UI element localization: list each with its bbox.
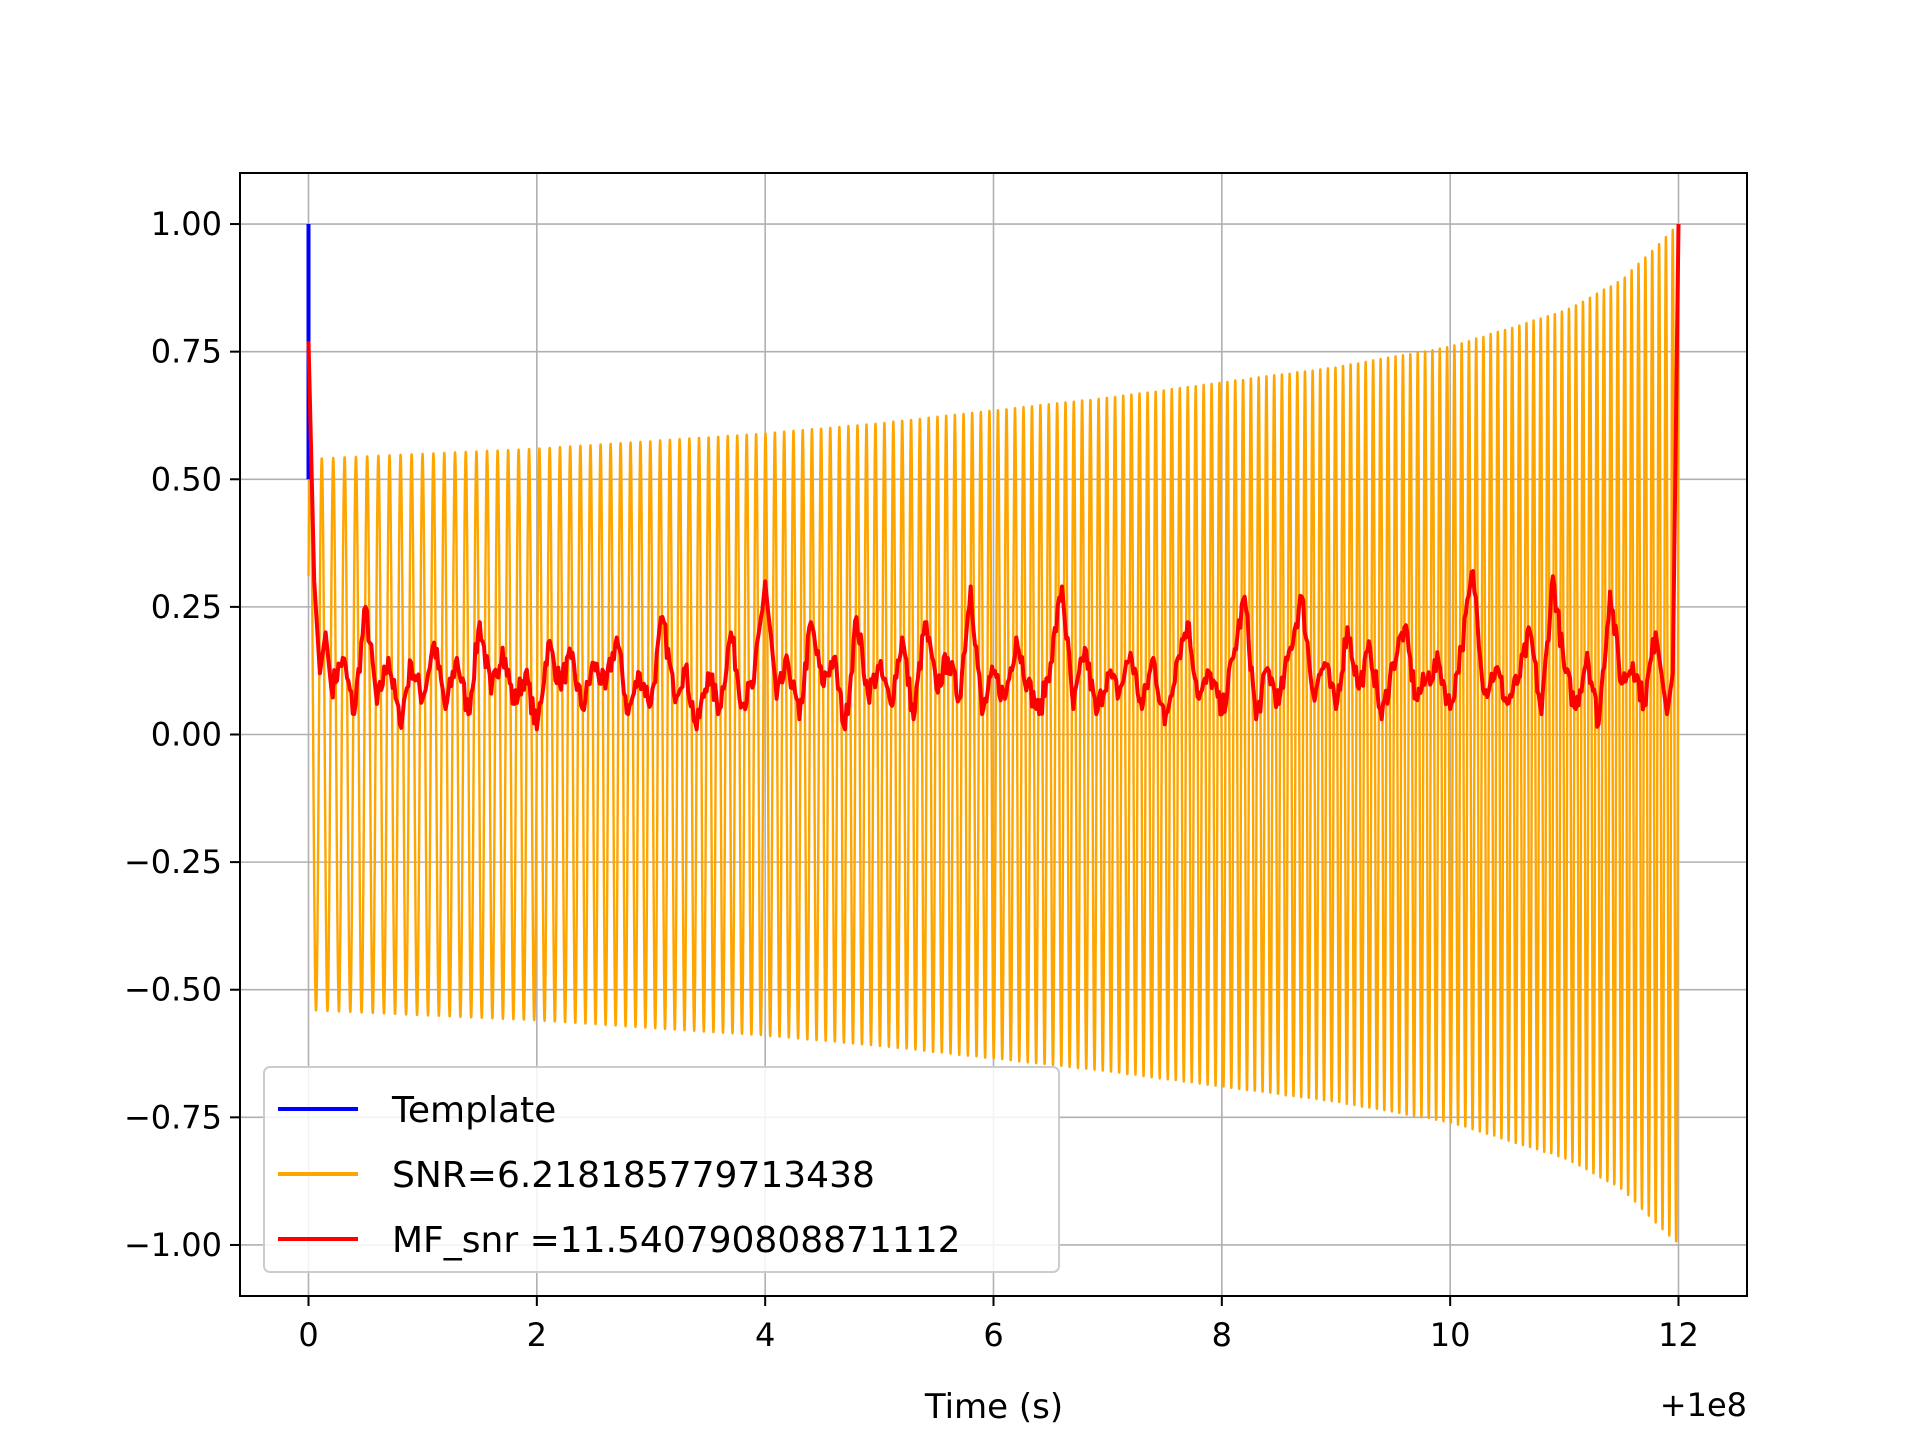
legend-label: MF_snr =11.540790808871112 <box>392 1220 961 1261</box>
y-tick-label: −1.00 <box>124 1226 222 1264</box>
mf-snr-series-line <box>306 224 1681 732</box>
y-tick-label: 0.25 <box>151 588 222 626</box>
legend: Template SNR=6.218185779713438 MF_snr =11.… <box>263 1066 1060 1273</box>
x-tick-label: 4 <box>755 1316 775 1354</box>
x-tick-label: 12 <box>1658 1316 1699 1354</box>
x-axis-label: Time (s) <box>924 1387 1063 1427</box>
axis-ticks: 0 2 4 6 8 10 12 1.00 0.75 0.50 0.25 0.00 −0.25 −0.50 −… <box>124 205 1699 1354</box>
y-tick-label: −0.50 <box>124 971 222 1009</box>
x-tick-label: 8 <box>1212 1316 1232 1354</box>
x-tick-label: 10 <box>1430 1316 1471 1354</box>
x-tick-label: 6 <box>983 1316 1003 1354</box>
x-tick-label: 2 <box>527 1316 547 1354</box>
series-layer <box>306 224 1681 1243</box>
legend-label: Template <box>391 1090 556 1131</box>
legend-label: SNR=6.218185779713438 <box>392 1155 875 1196</box>
y-tick-label: −0.25 <box>124 843 222 881</box>
legend-box <box>263 1066 1060 1273</box>
x-offset-label: +1e8 <box>1660 1386 1747 1424</box>
y-tick-label: 1.00 <box>151 205 222 243</box>
y-tick-label: 0.00 <box>151 716 222 754</box>
y-tick-label: −0.75 <box>124 1098 222 1136</box>
y-tick-label: 0.75 <box>151 333 222 371</box>
y-tick-label: 0.50 <box>151 460 222 498</box>
x-tick-label: 0 <box>298 1316 318 1354</box>
